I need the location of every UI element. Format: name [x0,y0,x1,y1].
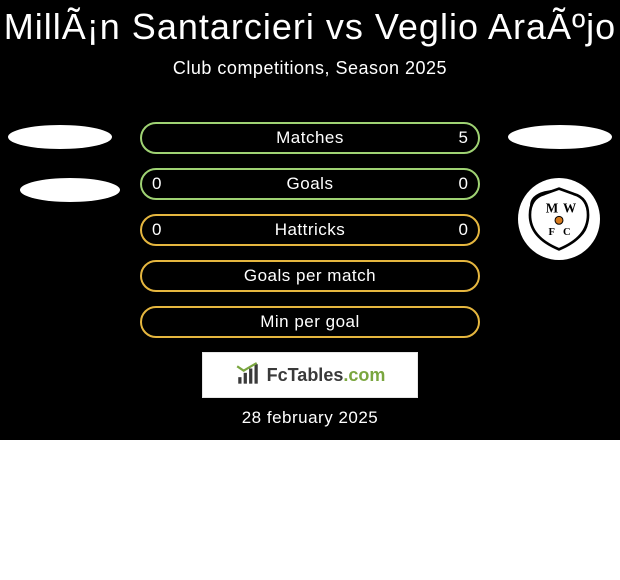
watermark-suffix: .com [343,365,385,385]
stat-label: Goals [287,174,334,194]
stat-row-hattricks: 0 Hattricks 0 [140,214,480,246]
stat-value-right: 0 [459,220,468,240]
badge-ball-icon [555,216,563,224]
club-badge-svg: M W F C [526,186,592,252]
stat-label: Matches [276,128,344,148]
badge-letter-m: M [546,200,559,215]
stat-label: Min per goal [260,312,360,332]
player1-avatar-placeholder [8,125,112,149]
generated-date: 28 february 2025 [0,408,620,428]
stat-label: Hattricks [275,220,346,240]
fctables-watermark[interactable]: FcTables.com [202,352,418,398]
stat-value-left: 0 [152,174,161,194]
stat-row-matches: Matches 5 [140,122,480,154]
page-title: MillÃ¡n Santarcieri vs Veglio AraÃºjo [0,0,620,48]
player2-avatar-placeholder [508,125,612,149]
stat-row-goals: 0 Goals 0 [140,168,480,200]
stat-value-right: 0 [459,174,468,194]
stat-row-min-per-goal: Min per goal [140,306,480,338]
badge-letter-w: W [563,200,576,215]
watermark-text: FcTables.com [267,365,386,386]
watermark-brand: FcTables [267,365,344,385]
stat-value-right: 5 [459,128,468,148]
stat-label: Goals per match [244,266,376,286]
page-subtitle: Club competitions, Season 2025 [0,58,620,79]
bar-chart-icon [235,362,261,388]
player2-club-badge: M W F C [518,178,600,260]
stat-row-goals-per-match: Goals per match [140,260,480,292]
stat-value-left: 0 [152,220,161,240]
badge-letter-f: F [548,227,554,238]
badge-letter-c: C [563,227,571,238]
stat-rows: Matches 5 0 Goals 0 0 Hattricks 0 Goals … [140,122,480,352]
comparison-card: MillÃ¡n Santarcieri vs Veglio AraÃºjo Cl… [0,0,620,440]
player1-club-placeholder [20,178,120,202]
